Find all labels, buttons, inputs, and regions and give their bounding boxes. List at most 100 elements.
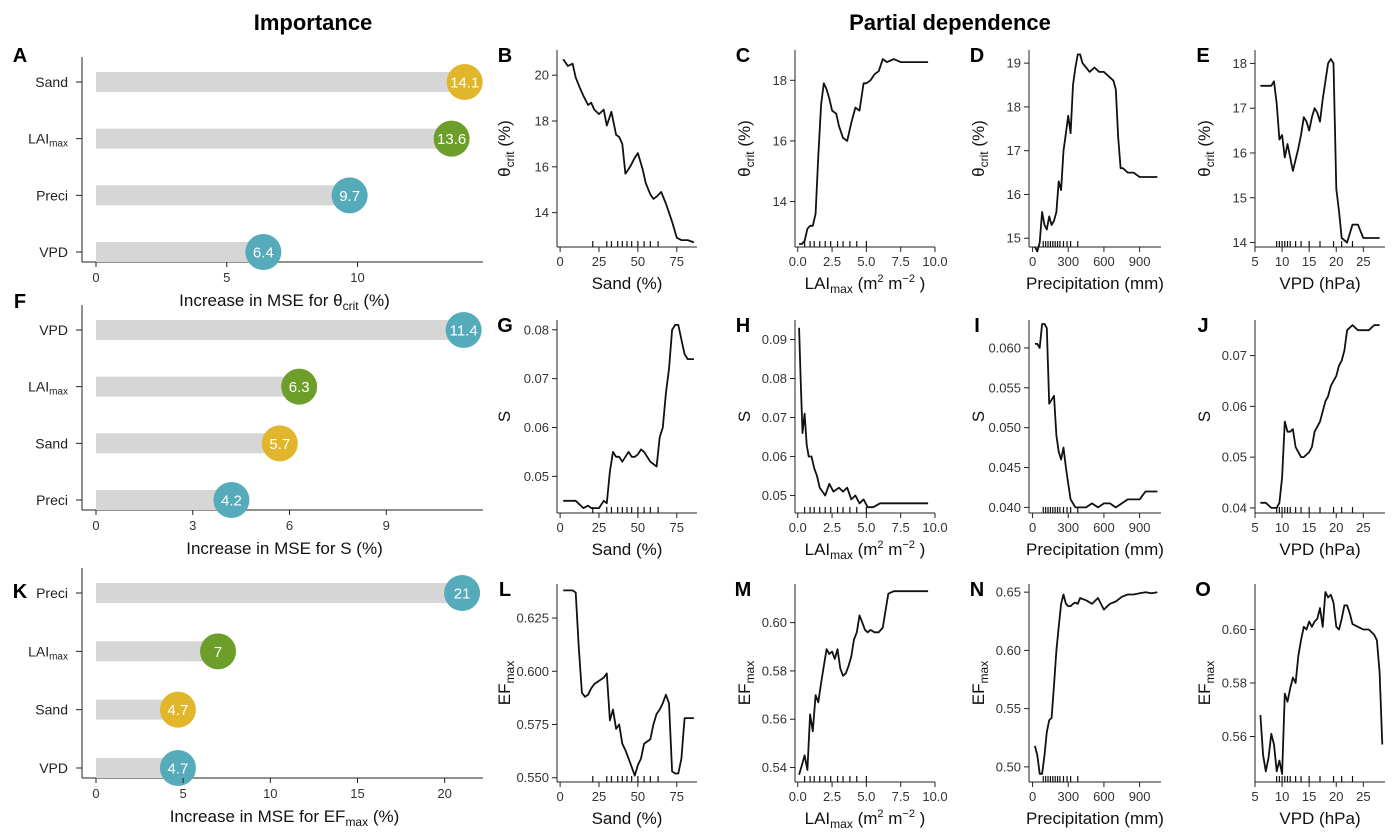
x-tick-label: 0.0 <box>789 789 807 804</box>
x-tick-label: 75 <box>670 520 684 535</box>
y-tick-label: 0.08 <box>762 371 787 386</box>
y-axis-label-main: EF <box>495 683 514 705</box>
importance-bar <box>96 72 465 92</box>
importance-bar <box>96 490 232 510</box>
pd-panel-C: C 14 16 18 0.0 2.5 5.0 7.5 10.0 LAImax (m2 m−2 ) θ… <box>735 45 948 296</box>
x-tick-label: 10.0 <box>922 520 947 535</box>
x-tick-label: 15 <box>350 786 364 801</box>
y-tick-label: 0.575 <box>516 717 549 732</box>
x-tick-label: 10 <box>263 786 277 801</box>
y-axis-label-main: θ <box>1195 167 1214 176</box>
value-bubble <box>281 368 318 405</box>
x-axis-label: LAImax (m2 m−2 ) <box>805 808 926 831</box>
category-label-main: Sand <box>35 702 68 718</box>
x-tick-label: 0 <box>556 254 563 269</box>
panel-letter: G <box>497 315 513 337</box>
y-tick-label: 15 <box>1007 231 1021 246</box>
x-axis-label-main: LAI <box>805 809 831 828</box>
value-bubble <box>159 691 196 728</box>
y-axis-label-main: EF <box>969 683 988 705</box>
x-tick-label: 2.5 <box>823 789 841 804</box>
x-axis-label-mid: m <box>884 274 903 293</box>
x-tick-label: 600 <box>1093 789 1115 804</box>
y-tick-label: 20 <box>535 68 549 83</box>
y-axis-label-sub: crit <box>1203 151 1217 168</box>
x-tick-label: 50 <box>631 254 645 269</box>
y-tick-label: 18 <box>535 114 549 129</box>
panel-letter: C <box>736 45 750 67</box>
x-axis-label-sup: −2 <box>902 539 915 551</box>
x-axis-label: Precipitation (mm) <box>1026 809 1164 828</box>
value-bubble <box>200 633 237 670</box>
x-tick-label: 2.5 <box>823 520 841 535</box>
category-label: Sand <box>35 74 68 90</box>
partial-dependence-line <box>1260 324 1380 509</box>
x-axis-label-sub: max <box>345 815 368 829</box>
x-tick-label: 0 <box>92 518 99 533</box>
importance-bar <box>96 128 452 149</box>
y-axis-label-tail: (%) <box>735 120 754 151</box>
partial-dependence-line <box>1034 53 1158 253</box>
x-axis-label: LAImax (m2 m−2 ) <box>805 273 926 296</box>
x-tick-label: 0 <box>1029 520 1036 535</box>
y-axis-label-main: EF <box>735 683 754 705</box>
value-bubble <box>446 64 483 100</box>
category-label-main: VPD <box>39 322 68 338</box>
x-tick-label: 25 <box>1356 789 1370 804</box>
y-tick-label: 0.56 <box>1222 729 1247 744</box>
x-tick-label: 300 <box>1057 520 1079 535</box>
x-tick-label: 900 <box>1129 520 1151 535</box>
x-tick-label: 7.5 <box>892 789 910 804</box>
y-tick-label: 0.08 <box>524 322 549 337</box>
value-bubble <box>159 750 196 786</box>
pd-panel-J: J 0.04 0.05 0.06 0.07 5 10 15 20 25 VPD (hPa) S <box>1195 315 1385 559</box>
category-label: Preci <box>36 585 68 601</box>
panel-letter: N <box>970 579 984 601</box>
x-axis-label: VPD (hPa) <box>1279 540 1360 559</box>
x-axis-label-sup: 2 <box>877 808 883 820</box>
y-tick-label: 19 <box>1007 56 1021 71</box>
y-tick-label: 0.07 <box>1222 348 1247 363</box>
y-tick-label: 0.60 <box>1222 622 1247 637</box>
pd-panel-B: B 14 16 18 20 0 25 50 75 Sand (%) θcrit (%) <box>495 45 697 293</box>
x-tick-label: 5.0 <box>857 254 875 269</box>
pd-panel-O: O 0.56 0.58 0.60 5 10 15 20 25 VPD (hPa) EFmax <box>1195 579 1385 828</box>
x-tick-label: 0 <box>1029 254 1036 269</box>
category-label-main: Sand <box>35 74 68 90</box>
y-axis-label-sub: max <box>743 661 757 684</box>
importance-panel-A: A Sand 14.1 LAImax 13.6 Preci 9.7 VPD 6.4 0 5 10 Inc… <box>13 45 483 313</box>
x-tick-label: 5 <box>180 786 187 801</box>
y-axis-label-sub: max <box>503 661 517 684</box>
y-axis-label-main: EF <box>1195 683 1214 705</box>
category-label: Sand <box>35 702 68 718</box>
x-tick-label: 5.0 <box>857 789 875 804</box>
x-axis-label-sup: −2 <box>902 273 915 285</box>
y-tick-label: 0.05 <box>1222 450 1247 465</box>
x-axis-label-tail: (%) <box>359 291 390 310</box>
x-axis-label-sup: −2 <box>902 808 915 820</box>
y-tick-label: 0.06 <box>762 449 787 464</box>
pd-panel-H: H 0.05 0.06 0.07 0.08 0.09 0.0 2.5 5.0 7.5 10.0 LAI… <box>735 315 948 562</box>
x-axis-label: Increase in MSE for EFmax (%) <box>170 807 400 829</box>
value-bubble <box>444 575 481 611</box>
panel-letter: F <box>14 291 26 313</box>
y-axis-label: S <box>495 411 514 422</box>
x-tick-label: 0 <box>556 520 563 535</box>
category-label-main: VPD <box>39 244 68 260</box>
x-tick-label: 900 <box>1129 789 1151 804</box>
value-label: 7 <box>214 644 222 661</box>
x-tick-label: 15 <box>1302 254 1316 269</box>
y-tick-label: 0.07 <box>524 371 549 386</box>
x-tick-label: 3 <box>189 518 196 533</box>
x-axis-label-tail: (%) <box>368 807 399 826</box>
x-tick-label: 25 <box>1356 520 1370 535</box>
pd-panel-N: N 0.50 0.55 0.60 0.65 0 300 600 900 Precipitation… <box>969 579 1164 828</box>
category-label: Preci <box>36 492 68 508</box>
y-tick-label: 14 <box>535 205 549 220</box>
x-tick-label: 75 <box>670 254 684 269</box>
panel-letter: K <box>13 581 28 603</box>
category-label: Sand <box>35 435 68 451</box>
y-axis-label-sub: crit <box>743 151 757 168</box>
x-tick-label: 15 <box>1302 789 1316 804</box>
